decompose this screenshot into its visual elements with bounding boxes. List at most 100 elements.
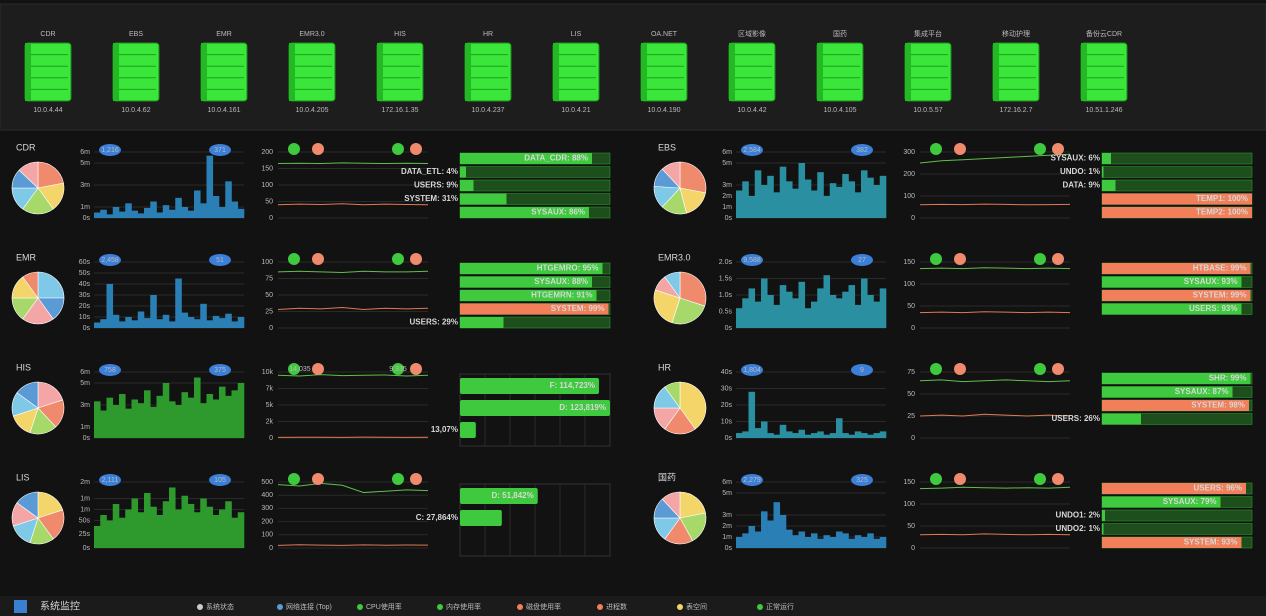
legend-label: 磁盘使用率	[526, 602, 561, 611]
line-badge-text: 9,935	[389, 366, 407, 373]
area-tick-label: 3m	[722, 182, 732, 189]
server-icon-shade	[729, 43, 735, 101]
line-pin	[1034, 473, 1046, 485]
area-tick-label: 20s	[721, 402, 733, 409]
area-bar	[112, 405, 120, 438]
badge	[209, 254, 231, 266]
area-bar	[150, 406, 157, 438]
line-tick-label: 0	[269, 325, 273, 332]
area-bar	[842, 533, 849, 548]
server-ip: 10.0.4.62	[121, 107, 150, 114]
area-tick-label: 2m	[80, 479, 90, 486]
area-bar	[169, 321, 176, 328]
bar-fill	[460, 488, 538, 504]
server-ip: 10.51.1.246	[1086, 107, 1123, 114]
area-bar	[798, 429, 806, 438]
bar-fill	[1102, 510, 1105, 521]
area-bar	[861, 170, 868, 218]
badge	[99, 364, 121, 376]
server-icon	[816, 42, 864, 102]
area-bar	[162, 383, 170, 438]
area-bar	[761, 185, 768, 218]
area-bar	[748, 196, 756, 218]
area-bar	[842, 291, 849, 328]
area-bar	[200, 203, 207, 218]
pie-slice	[664, 381, 681, 409]
area-bar	[219, 386, 226, 438]
area-bar	[873, 301, 881, 328]
line-tick-label: 300	[903, 149, 915, 156]
line-pin	[930, 143, 942, 155]
area-bar	[848, 434, 856, 438]
area-tick-label: 30s	[721, 385, 733, 392]
bar-label: 13,07%	[431, 425, 458, 434]
bar-label: USERS: 29%	[410, 318, 458, 327]
server-icon-shade	[377, 43, 383, 101]
badge-text: 2,279	[743, 477, 761, 484]
area-tick-label: 0s	[725, 325, 733, 332]
legend-label: CPU使用率	[366, 602, 402, 611]
panel-name: HR	[658, 362, 671, 372]
area-bar	[100, 209, 107, 218]
bar-label: SYSTEM: 98%	[1191, 401, 1245, 410]
line-pin	[930, 363, 942, 375]
bar-fill	[1102, 523, 1104, 535]
area-bar	[181, 495, 189, 548]
area-bar	[106, 397, 114, 438]
bar-fill	[1102, 290, 1251, 301]
area-bar	[854, 192, 862, 218]
server-icon	[112, 42, 160, 102]
area-bar	[754, 170, 762, 218]
bar-track	[1101, 152, 1253, 165]
badge	[99, 254, 121, 266]
area-bar	[811, 433, 818, 438]
bar-label: SYSTEM: 99%	[1193, 291, 1247, 300]
bar-label: F: 114,723%	[550, 381, 595, 390]
badge-text: 382	[856, 147, 868, 154]
legend-dot	[757, 604, 763, 610]
legend-label: 进程数	[606, 602, 627, 611]
area-bar	[106, 284, 114, 328]
bar-label: UNDO1: 2%	[1056, 511, 1100, 520]
area-tick-label: 0s	[83, 545, 91, 552]
area-bar	[106, 520, 114, 548]
server-icon	[640, 42, 688, 102]
line-pin	[1034, 363, 1046, 375]
server-ip: 10.0.5.57	[913, 107, 942, 114]
area-bar	[804, 179, 812, 218]
bar-fill	[460, 153, 592, 164]
line-pin	[1052, 143, 1064, 155]
area-bar	[779, 424, 787, 438]
area-bar	[169, 487, 176, 548]
badge	[741, 254, 763, 266]
area-bar	[767, 433, 774, 438]
area-bar	[817, 538, 824, 548]
area-bar	[150, 201, 157, 218]
area-bar	[181, 207, 189, 218]
bar-fill	[460, 317, 504, 328]
line-tick-label: 0	[911, 545, 915, 552]
bar-fill	[460, 207, 589, 218]
server-icon-shade	[201, 43, 207, 101]
area-bar	[861, 433, 868, 438]
bar-label: USERS: 96%	[1194, 484, 1242, 493]
area-bar	[836, 531, 843, 548]
area-bar	[798, 163, 806, 218]
legend-label: 内存使用率	[446, 602, 481, 611]
area-bar	[156, 319, 164, 328]
bar-label: UNDO: 1%	[1060, 167, 1100, 176]
area-bar	[867, 434, 874, 438]
area-bar	[779, 166, 787, 218]
area-tick-label: 5m	[80, 380, 90, 387]
line-pin	[392, 363, 404, 375]
area-bar	[748, 288, 756, 328]
area-bar	[237, 317, 245, 328]
line-tick-label: 100	[261, 259, 273, 266]
server-icon	[992, 42, 1040, 102]
badge	[851, 144, 873, 156]
area-bar	[798, 531, 806, 548]
area-bar	[829, 537, 837, 548]
line-pin	[312, 143, 324, 155]
legend-dot	[597, 604, 603, 610]
area-bar	[817, 431, 824, 438]
